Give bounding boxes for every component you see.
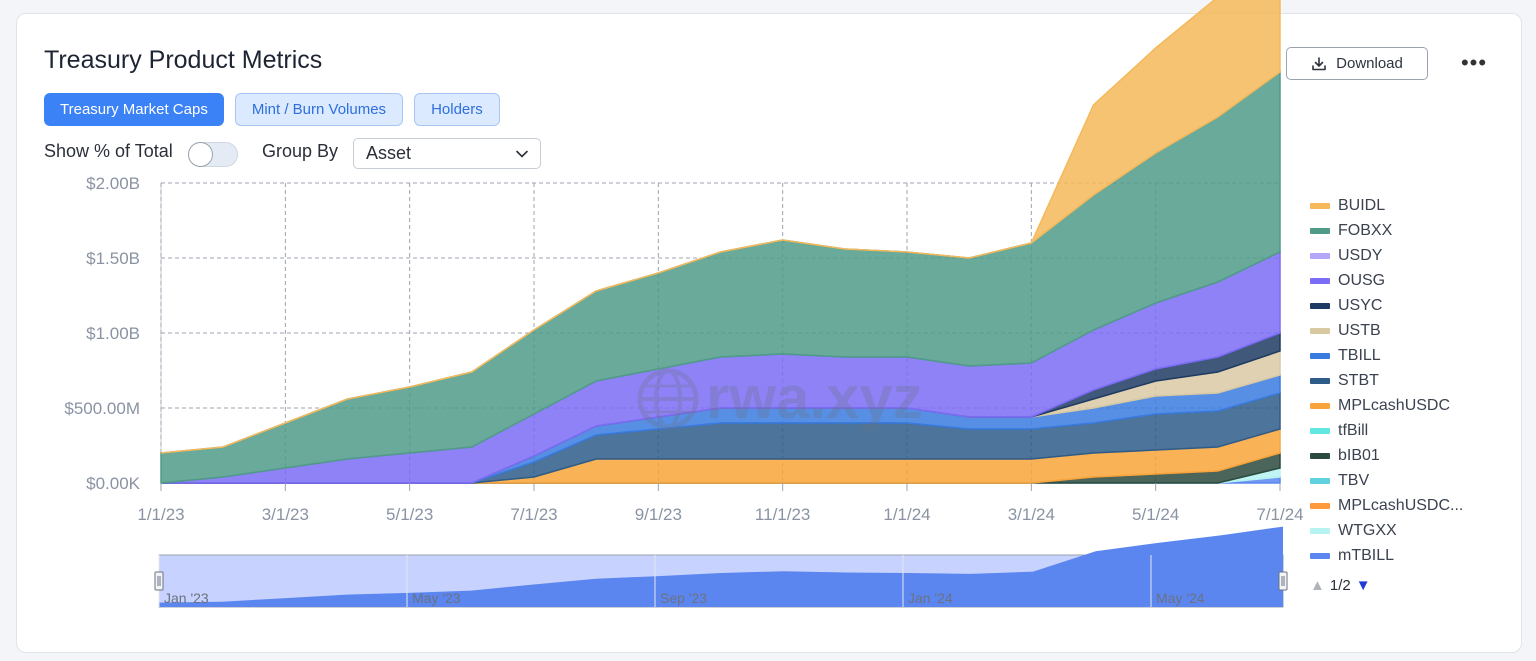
legend-item[interactable]: USDY (1310, 243, 1463, 268)
legend-swatch (1310, 227, 1330, 234)
chart-legend: BUIDL FOBXX USDY OUSG USYC USTB TBILL STBT MPLca… (1310, 193, 1463, 568)
legend-item[interactable]: WTGXX (1310, 518, 1463, 543)
tab-holders[interactable]: Holders (414, 93, 500, 126)
group-by-value: Asset (366, 143, 412, 163)
legend-swatch (1310, 452, 1330, 459)
legend-swatch (1310, 252, 1330, 259)
group-by-select[interactable]: Asset (353, 138, 541, 169)
legend-item[interactable]: USYC (1310, 293, 1463, 318)
legend-label: mTBILL (1338, 546, 1395, 564)
tab-treasury-market-caps[interactable]: Treasury Market Caps (44, 93, 224, 126)
legend-swatch (1310, 552, 1330, 559)
legend-pager: ▲ 1/2 ▼ (1310, 577, 1371, 594)
toggle-knob (188, 142, 213, 167)
legend-label: USDY (1338, 246, 1383, 264)
legend-item[interactable]: MPLcashUSDC... (1310, 493, 1463, 518)
legend-label: OUSG (1338, 271, 1386, 289)
legend-item[interactable]: mTBILL (1310, 543, 1463, 568)
chevron-down-icon (516, 150, 528, 158)
legend-label: FOBXX (1338, 221, 1393, 239)
legend-label: MPLcashUSDC... (1338, 496, 1464, 514)
legend-label: USTB (1338, 321, 1381, 339)
legend-label: BUIDL (1338, 196, 1386, 214)
legend-item[interactable]: OUSG (1310, 268, 1463, 293)
show-pct-toggle[interactable] (188, 142, 238, 167)
legend-label: TBV (1338, 471, 1370, 489)
pager-text: 1/2 (1329, 577, 1351, 594)
legend-label: bIB01 (1338, 446, 1380, 464)
legend-item[interactable]: FOBXX (1310, 218, 1463, 243)
show-pct-label: Show % of Total (44, 141, 173, 161)
legend-label: tfBill (1338, 421, 1369, 439)
legend-item[interactable]: USTB (1310, 318, 1463, 343)
more-options-icon[interactable]: ••• (1460, 50, 1488, 75)
legend-label: TBILL (1338, 346, 1381, 364)
download-label: Download (1336, 55, 1403, 72)
page-title: Treasury Product Metrics (44, 46, 323, 74)
legend-label: USYC (1338, 296, 1383, 314)
legend-swatch (1310, 402, 1330, 409)
legend-item[interactable]: TBV (1310, 468, 1463, 493)
legend-item[interactable]: bIB01 (1310, 443, 1463, 468)
legend-label: WTGXX (1338, 521, 1397, 539)
legend-swatch (1310, 477, 1330, 484)
metric-tabs: Treasury Market Caps Mint / Burn Volumes… (44, 93, 500, 126)
legend-item[interactable]: STBT (1310, 368, 1463, 393)
download-icon (1312, 56, 1326, 70)
legend-swatch (1310, 277, 1330, 284)
pager-next-icon[interactable]: ▼ (1355, 577, 1371, 594)
legend-swatch (1310, 377, 1330, 384)
legend-swatch (1310, 427, 1330, 434)
legend-item[interactable]: tfBill (1310, 418, 1463, 443)
download-button[interactable]: Download (1286, 47, 1428, 80)
legend-swatch (1310, 302, 1330, 309)
legend-swatch (1310, 502, 1330, 509)
legend-label: STBT (1338, 371, 1379, 389)
legend-swatch (1310, 327, 1330, 334)
group-by-label: Group By (262, 141, 339, 161)
legend-swatch (1310, 202, 1330, 209)
legend-item[interactable]: TBILL (1310, 343, 1463, 368)
legend-item[interactable]: MPLcashUSDC (1310, 393, 1463, 418)
legend-swatch (1310, 352, 1330, 359)
pager-prev-icon[interactable]: ▲ (1310, 577, 1325, 594)
legend-swatch (1310, 527, 1330, 534)
legend-label: MPLcashUSDC (1338, 396, 1451, 414)
tab-mint-burn-volumes[interactable]: Mint / Burn Volumes (234, 93, 404, 126)
legend-item[interactable]: BUIDL (1310, 193, 1463, 218)
